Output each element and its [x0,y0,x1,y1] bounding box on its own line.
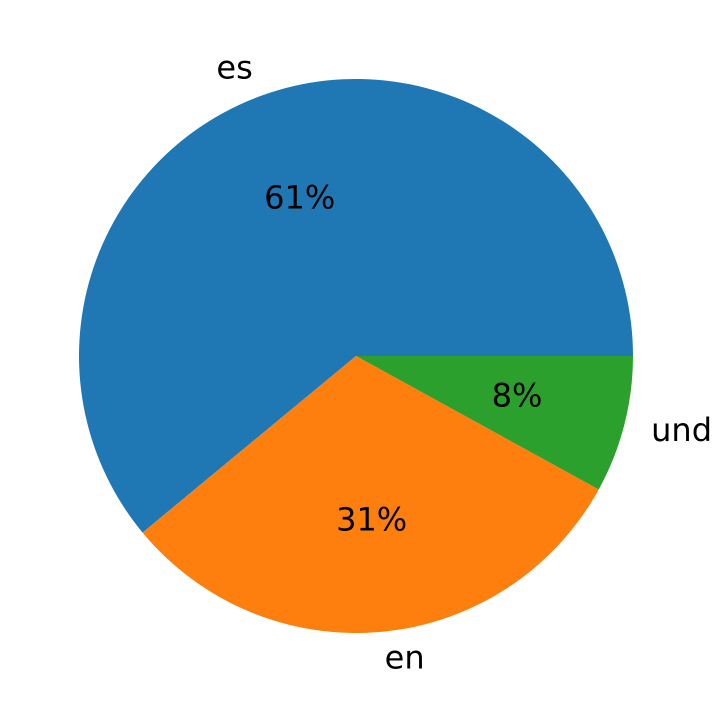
percent-label: 31% [336,500,407,538]
wedge-label: es [216,48,252,86]
wedge [78,78,634,533]
percent-label: 8% [492,376,543,414]
wedge-label: und [651,411,712,449]
percent-label: 61% [264,179,335,217]
wedge [356,356,633,490]
wedge [142,356,599,633]
wedge-label: en [385,638,425,676]
